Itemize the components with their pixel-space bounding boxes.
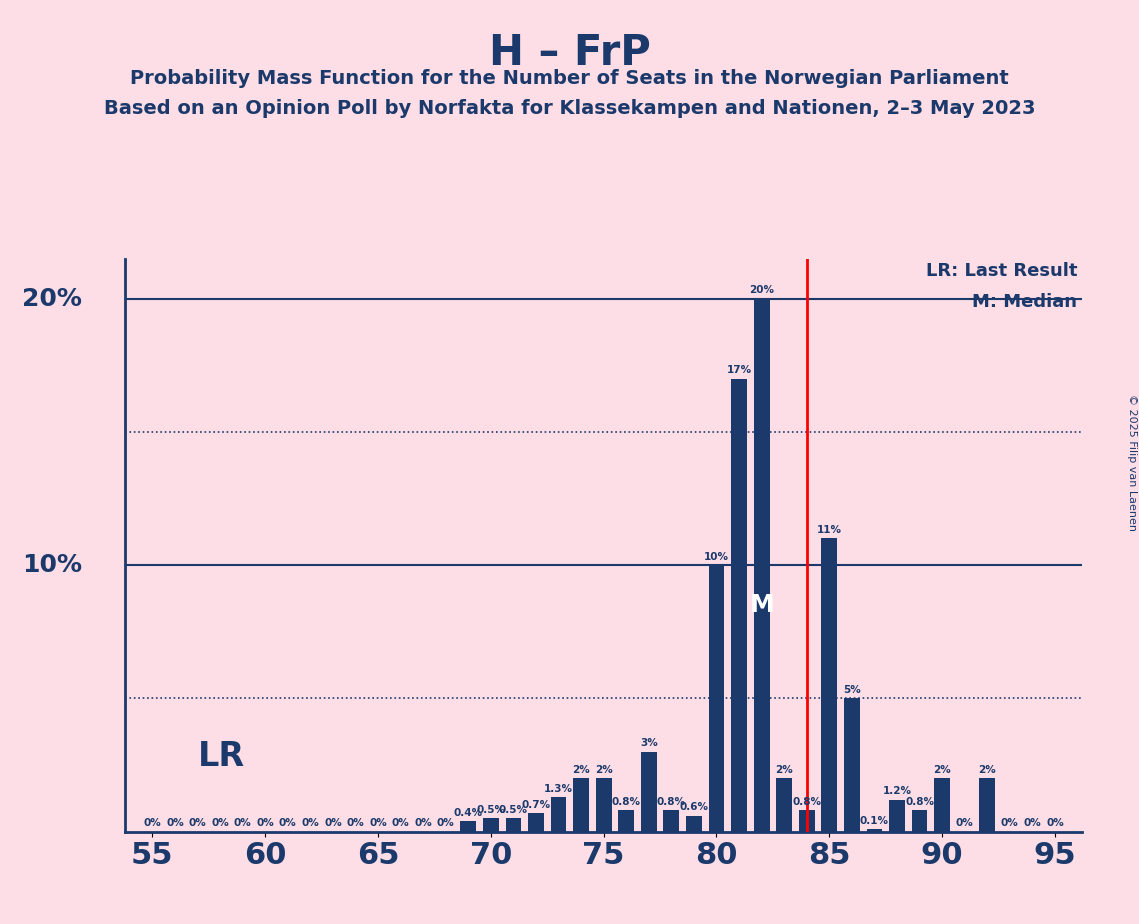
- Text: 1.2%: 1.2%: [883, 786, 911, 796]
- Bar: [506, 819, 522, 832]
- Bar: [550, 797, 566, 832]
- Text: 1.3%: 1.3%: [544, 784, 573, 794]
- Text: 0.8%: 0.8%: [612, 797, 641, 807]
- Text: 0%: 0%: [956, 819, 974, 829]
- Text: 10%: 10%: [23, 553, 82, 578]
- Bar: [980, 778, 995, 832]
- Text: 0%: 0%: [166, 819, 183, 829]
- Text: 0%: 0%: [437, 819, 454, 829]
- Bar: [708, 565, 724, 832]
- Text: 0%: 0%: [1046, 819, 1064, 829]
- Bar: [777, 778, 792, 832]
- Text: LR: Last Result: LR: Last Result: [926, 261, 1077, 280]
- Text: 2%: 2%: [595, 765, 613, 775]
- Bar: [686, 816, 702, 832]
- Text: 2%: 2%: [933, 765, 951, 775]
- Text: © 2025 Filip van Laenen: © 2025 Filip van Laenen: [1126, 394, 1137, 530]
- Text: 20%: 20%: [749, 286, 775, 296]
- Text: 0%: 0%: [346, 819, 364, 829]
- Bar: [664, 810, 679, 832]
- Text: 0.6%: 0.6%: [680, 802, 708, 812]
- Bar: [798, 810, 814, 832]
- Text: H – FrP: H – FrP: [489, 32, 650, 74]
- Bar: [573, 778, 589, 832]
- Bar: [821, 539, 837, 832]
- Text: 0%: 0%: [256, 819, 274, 829]
- Text: LR: LR: [197, 740, 245, 773]
- Text: 0%: 0%: [323, 819, 342, 829]
- Text: 0%: 0%: [415, 819, 432, 829]
- Text: 20%: 20%: [23, 286, 82, 310]
- Text: 0.8%: 0.8%: [906, 797, 934, 807]
- Bar: [731, 379, 747, 832]
- Text: 2%: 2%: [776, 765, 793, 775]
- Text: 2%: 2%: [572, 765, 590, 775]
- Text: 0%: 0%: [369, 819, 387, 829]
- Text: 0%: 0%: [279, 819, 296, 829]
- Bar: [460, 821, 476, 832]
- Bar: [641, 751, 657, 832]
- Text: 17%: 17%: [727, 365, 752, 375]
- Bar: [618, 810, 634, 832]
- Text: 10%: 10%: [704, 552, 729, 562]
- Bar: [867, 829, 883, 832]
- Text: 11%: 11%: [817, 526, 842, 535]
- Text: M: Median: M: Median: [973, 293, 1077, 311]
- Text: 0%: 0%: [189, 819, 206, 829]
- Text: 5%: 5%: [843, 686, 861, 695]
- Text: 0%: 0%: [1001, 819, 1018, 829]
- Text: 0.8%: 0.8%: [793, 797, 821, 807]
- Text: 0.5%: 0.5%: [499, 805, 527, 815]
- Text: 2%: 2%: [978, 765, 997, 775]
- Bar: [528, 813, 544, 832]
- Text: 0%: 0%: [1024, 819, 1041, 829]
- Text: M: M: [749, 593, 775, 617]
- Text: 0%: 0%: [392, 819, 409, 829]
- Bar: [483, 819, 499, 832]
- Text: Based on an Opinion Poll by Norfakta for Klassekampen and Nationen, 2–3 May 2023: Based on an Opinion Poll by Norfakta for…: [104, 99, 1035, 118]
- Text: 0.5%: 0.5%: [476, 805, 506, 815]
- Bar: [911, 810, 927, 832]
- Text: 0.4%: 0.4%: [453, 808, 483, 818]
- Text: 0.8%: 0.8%: [657, 797, 686, 807]
- Bar: [890, 799, 904, 832]
- Bar: [934, 778, 950, 832]
- Text: 0%: 0%: [302, 819, 319, 829]
- Text: 0%: 0%: [144, 819, 162, 829]
- Text: Probability Mass Function for the Number of Seats in the Norwegian Parliament: Probability Mass Function for the Number…: [130, 69, 1009, 89]
- Bar: [754, 298, 770, 832]
- Text: 0%: 0%: [233, 819, 252, 829]
- Bar: [596, 778, 612, 832]
- Text: 3%: 3%: [640, 738, 657, 748]
- Text: 0%: 0%: [211, 819, 229, 829]
- Text: 0.7%: 0.7%: [522, 800, 550, 809]
- Bar: [844, 699, 860, 832]
- Text: 0.1%: 0.1%: [860, 816, 888, 826]
